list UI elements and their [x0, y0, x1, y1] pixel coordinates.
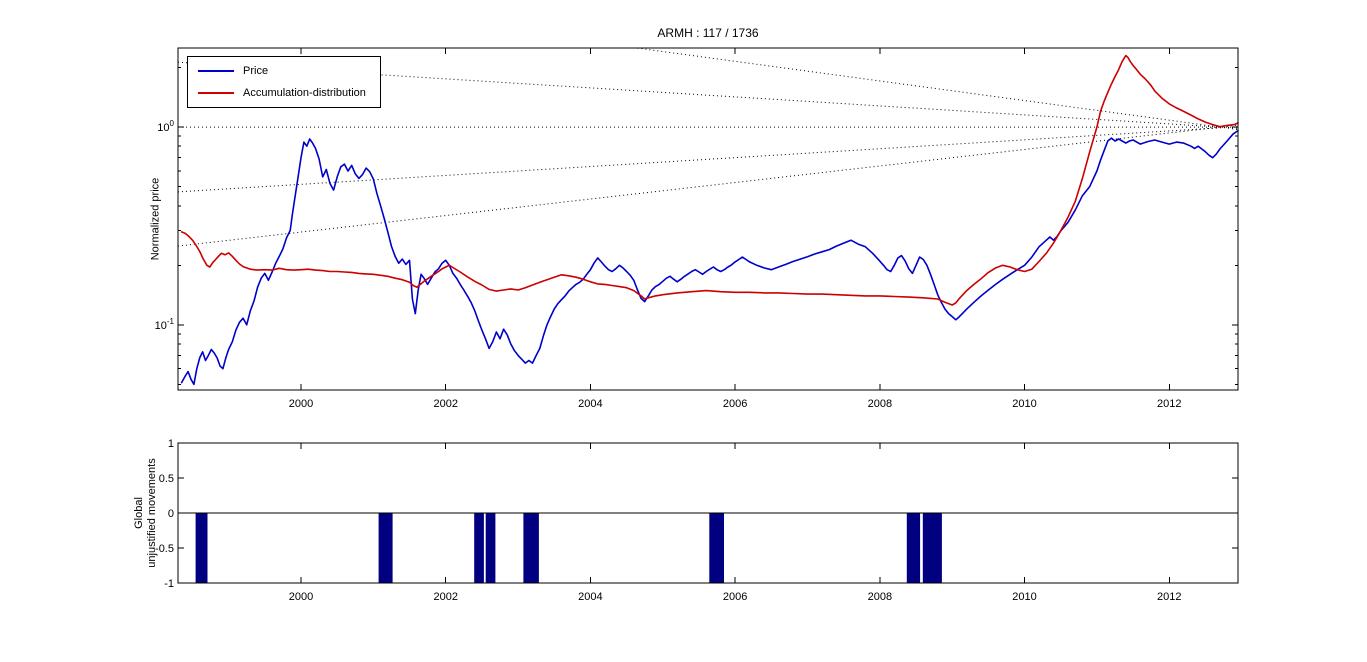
x-tick-label: 2010: [1012, 591, 1036, 603]
legend-label-price: Price: [243, 65, 269, 77]
dotted-guide-line: [177, 126, 1239, 193]
accdist-line-sample: [198, 92, 234, 94]
x-tick-label: 2004: [578, 591, 602, 603]
dotted-guide-line: [637, 47, 1239, 130]
x-tick-label: 2002: [433, 398, 457, 410]
legend-label-accdist: Accumulation-distribution: [243, 87, 366, 99]
unjustified-movement-bar: [195, 512, 208, 584]
x-tick-label: 2012: [1157, 591, 1181, 603]
y-tick-label: 100: [157, 119, 174, 134]
x-tick-label: 2012: [1157, 398, 1181, 410]
x-tick-label: 2008: [868, 591, 892, 603]
y-tick-label: 10-1: [155, 317, 175, 332]
y-tick-label: 0.5: [159, 473, 174, 485]
x-tick-label: 2006: [723, 398, 747, 410]
unjustified-movement-bar: [485, 512, 496, 584]
unjustified-movement-bar: [378, 512, 393, 584]
unjustified-movement-bar: [906, 512, 921, 584]
accumulation-distribution-series-line: [180, 54, 1239, 306]
x-tick-label: 2000: [289, 591, 313, 603]
legend: Price Accumulation-distribution: [187, 56, 381, 108]
legend-row-accdist: Accumulation-distribution: [198, 87, 366, 99]
y-tick-label: 0: [168, 508, 174, 520]
x-tick-label: 2004: [578, 398, 602, 410]
x-tick-label: 2006: [723, 591, 747, 603]
unjustified-movement-bar: [922, 512, 942, 584]
price-series-line: [180, 129, 1239, 386]
price-line-sample: [198, 70, 234, 72]
y-tick-label: -0.5: [155, 543, 174, 555]
x-tick-label: 2008: [868, 398, 892, 410]
unjustified-movement-bar: [709, 512, 724, 584]
chart-title: ARMH : 117 / 1736: [657, 26, 759, 40]
x-tick-label: 2000: [289, 398, 313, 410]
dotted-guide-line: [177, 124, 1239, 247]
x-tick-label: 2010: [1012, 398, 1036, 410]
legend-row-price: Price: [198, 65, 366, 77]
top-axes-box: [177, 47, 1239, 391]
unjustified-movement-bar: [474, 512, 484, 584]
x-tick-label: 2002: [433, 591, 457, 603]
y-tick-label: 1: [168, 438, 174, 450]
y-tick-label: -1: [164, 578, 174, 590]
unjustified-movement-bar: [523, 512, 539, 584]
